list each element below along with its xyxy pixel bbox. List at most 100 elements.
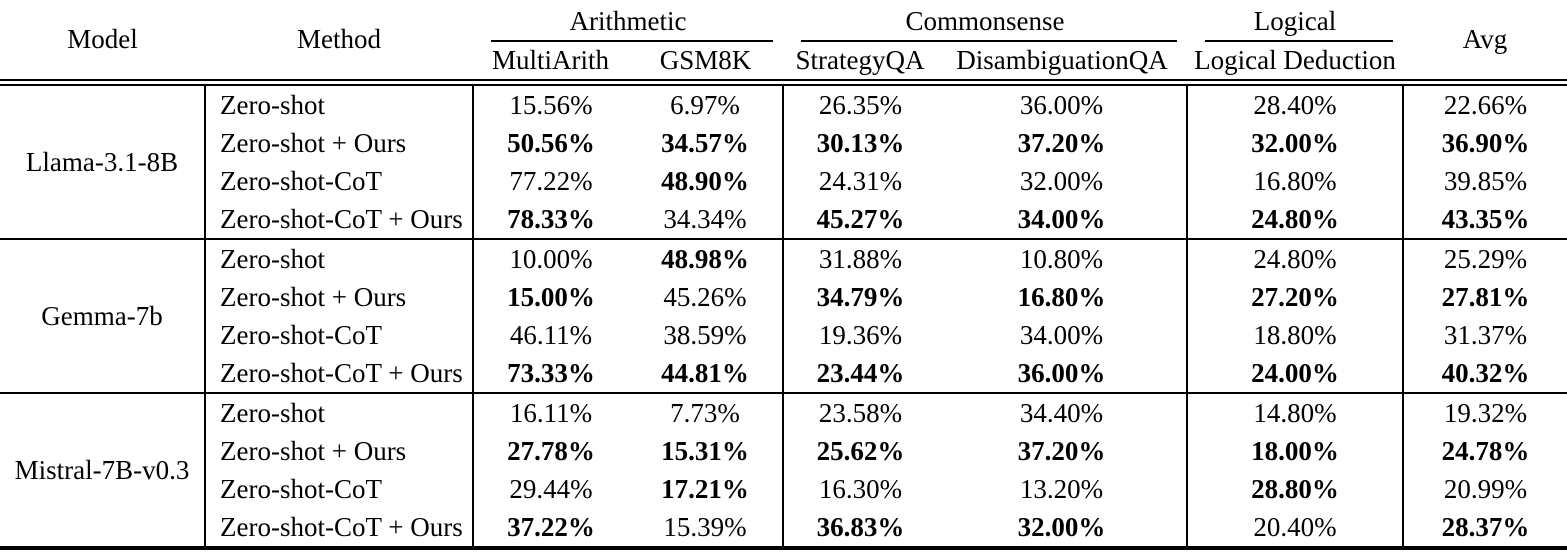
score-cell: 37.20% [1017,127,1106,158]
method-name: Zero-shot [204,239,473,278]
table-row: Zero-shot + Ours 27.78% 15.31% 25.62% 37.20%… [0,432,1567,470]
table-row: Zero-shot-CoT 29.44% 17.21% 16.30% 13.20% 28.… [0,470,1567,508]
score-cell: 24.80% [1186,239,1403,278]
score-cell: 27.78% [472,432,628,470]
header-group-row: Model Method Arithmetic Commonsense Logi… [0,0,1567,55]
score-cell: 50.56% [472,124,628,162]
score-cell: 15.39% [663,511,747,542]
score-cell: 77.22% [472,162,628,200]
score-cell: 38.59% [663,319,747,350]
method-name: Zero-shot-CoT + Ours [204,354,473,393]
score-cell: 24.00% [1186,354,1403,393]
score-cell: 34.00% [1017,203,1106,234]
score-cell: 36.83% [782,508,937,548]
score-cell: 43.35% [1402,200,1567,239]
score-cell: 10.00% [472,239,628,278]
score-cell: 28.80% [1186,470,1403,508]
score-cell: 24.80% [1186,200,1403,239]
table-row: Llama-3.1-8B Zero-shot 15.56% 6.97% 26.35% 36… [0,82,1567,177]
score-cell: 20.40% [1186,508,1403,548]
header-sub-row: MultiArith GSM8K StrategyQA Disambiguati… [0,42,1567,83]
score-cell: 32.00% [1017,511,1106,542]
score-cell: 45.26% [663,281,747,312]
score-cell: 16.80% [1017,281,1106,312]
score-cell: 30.13% [782,124,937,162]
score-cell: 48.90% [661,165,749,196]
score-cell: 32.00% [1019,165,1104,196]
score-cell: 16.80% [1186,162,1403,200]
score-cell: 23.58% [782,393,937,432]
table-row: Zero-shot-CoT 77.22% 48.90% 24.31% 32.00% 16.… [0,162,1567,200]
score-cell: 25.29% [1402,239,1567,278]
score-cell: 34.40% [1019,397,1104,428]
method-name: Zero-shot + Ours [204,432,473,470]
method-name: Zero-shot-CoT [204,470,473,508]
score-cell: 36.00% [1017,357,1106,388]
table-row: Zero-shot-CoT + Ours 37.22% 15.39% 36.83% 32… [0,508,1567,548]
score-cell: 39.85% [1402,162,1567,200]
method-name: Zero-shot [204,393,473,432]
column-header-disambiguationqa: DisambiguationQA [956,45,1168,75]
table-row: Zero-shot-CoT + Ours 78.33% 34.34% 45.27% 34… [0,200,1567,239]
score-cell: 34.34% [663,203,747,234]
results-table-body: Llama-3.1-8B Zero-shot 15.56% 6.97% 26.35% 36… [0,82,1567,548]
score-cell: 34.57% [661,127,749,158]
score-cell: 15.00% [472,278,628,316]
group-header-arithmetic: Arithmetic [473,0,783,42]
score-cell: 27.20% [1186,278,1403,316]
table-row: Zero-shot-CoT + Ours 73.33% 44.81% 23.44% 36… [0,354,1567,393]
score-cell: 19.36% [782,316,937,354]
score-cell: 19.32% [1402,393,1567,432]
score-cell: 10.80% [1019,243,1104,274]
model-name: Gemma-7b [41,300,163,331]
score-cell: 31.88% [782,239,937,278]
column-header-logical-deduction: Logical Deduction [1194,45,1396,75]
score-cell: 28.37% [1402,508,1567,548]
score-cell: 27.81% [1402,278,1567,316]
score-cell: 29.44% [472,470,628,508]
score-cell: 14.80% [1186,393,1403,432]
score-cell: 13.20% [1019,473,1104,504]
score-cell: 16.30% [782,470,937,508]
table-row: Gemma-7b Zero-shot 10.00% 48.98% 31.88% 10.80… [0,239,1567,331]
table-row: Mistral-7B-v0.3 Zero-shot 16.11% 7.73% 23.58… [0,393,1567,485]
method-name: Zero-shot + Ours [204,278,473,316]
table-row: Zero-shot-CoT 46.11% 38.59% 19.36% 34.00% 18.… [0,316,1567,354]
score-cell: 18.00% [1186,432,1403,470]
score-cell: 24.31% [782,162,937,200]
score-cell: 26.35% [782,82,937,124]
method-name: Zero-shot [204,82,473,124]
score-cell: 45.27% [782,200,937,239]
score-cell: 31.37% [1402,316,1567,354]
method-name: Zero-shot-CoT + Ours [204,200,473,239]
score-cell: 18.80% [1186,316,1403,354]
table-row: Zero-shot + Ours 15.00% 45.26% 34.79% 16.80%… [0,278,1567,316]
column-header-multiarith: MultiArith [491,45,609,75]
score-cell: 37.22% [472,508,628,548]
score-cell: 32.00% [1186,124,1403,162]
method-name: Zero-shot-CoT + Ours [204,508,473,548]
method-name: Zero-shot-CoT [204,162,473,200]
column-header-model: Model [67,24,138,54]
score-cell: 15.31% [661,435,749,466]
group-header-commonsense: Commonsense [783,0,1187,42]
score-cell: 73.33% [472,354,628,393]
score-cell: 17.21% [661,473,749,504]
score-cell: 6.97% [670,89,740,120]
model-name: Mistral-7B-v0.3 [14,454,190,485]
score-cell: 36.00% [1019,89,1104,120]
score-cell: 44.81% [661,357,749,388]
column-header-gsm8k: GSM8K [659,45,752,75]
score-cell: 22.66% [1402,82,1567,124]
table-header: Model Method Arithmetic Commonsense Logi… [0,0,1567,83]
score-cell: 37.20% [1017,435,1106,466]
score-cell: 24.78% [1402,432,1567,470]
score-cell: 34.00% [1019,319,1104,350]
score-cell: 23.44% [782,354,937,393]
table-row: Zero-shot + Ours 50.56% 34.57% 30.13% 37.20%… [0,124,1567,162]
score-cell: 40.32% [1402,354,1567,393]
method-name: Zero-shot-CoT [204,316,473,354]
score-cell: 7.73% [670,397,740,428]
